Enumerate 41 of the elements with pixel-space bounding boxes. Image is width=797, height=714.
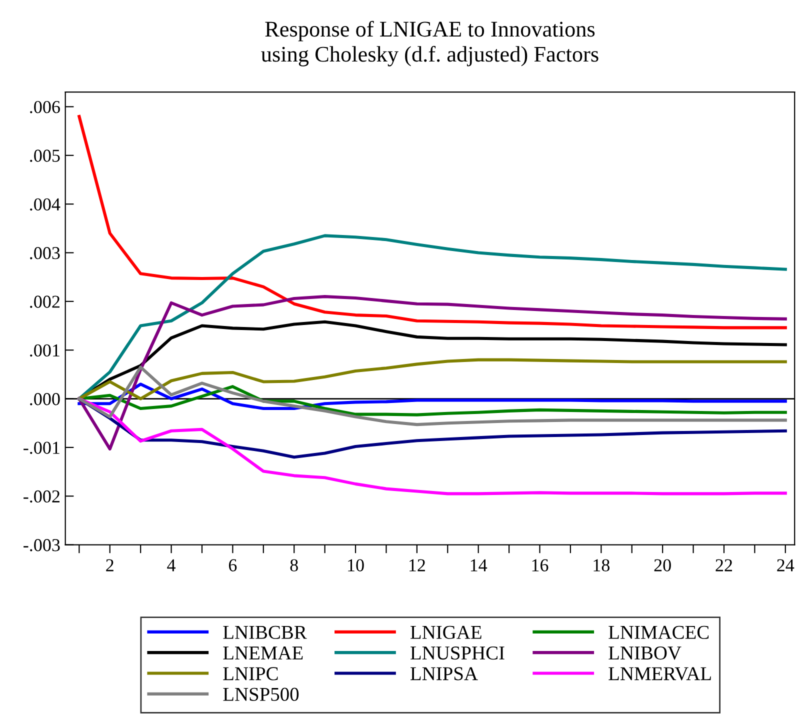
legend-label: LNIBOV: [608, 646, 682, 660]
x-tick-label: 4: [167, 559, 176, 572]
line-series: [78, 382, 787, 410]
y-tick-label: .005: [30, 150, 60, 162]
line-series: [78, 234, 787, 400]
x-tick-label: 18: [594, 559, 610, 572]
y-tick-label: -.002: [24, 490, 60, 503]
x-tick-label: 22: [716, 559, 732, 572]
line-series: [78, 385, 787, 416]
legend-label: LNSP500: [223, 688, 299, 701]
y-tick-label: .002: [30, 296, 60, 308]
line-series: [78, 358, 787, 400]
chart-title: Response of LNIGAE to Innovations using Cholesky (d.f. adjusted) Factors: [261, 20, 598, 66]
x-tick-label: 6: [228, 559, 237, 572]
legend-label: LNIBCBR: [223, 626, 307, 639]
legend-label: LNIPSA: [410, 667, 478, 680]
line-series: [78, 114, 787, 330]
x-tick-label: 12: [409, 559, 425, 572]
legend-label: LNUSPHCI: [410, 646, 504, 660]
legend-label: LNIGAE: [410, 626, 482, 639]
y-tick-label: .000: [30, 393, 60, 406]
legend-label: LNEMAE: [223, 646, 303, 660]
x-tick-label: 24: [777, 559, 794, 572]
x-tick-label: 2: [106, 559, 114, 572]
legend-label: LNMERVAL: [608, 667, 711, 680]
legend-label: LNIPC: [223, 667, 278, 680]
y-tick-label: .004: [30, 198, 60, 211]
line-series: [78, 366, 787, 426]
legend-label: LNIMACEC: [608, 626, 709, 639]
line-series: [78, 397, 787, 496]
x-tick-label: 20: [654, 559, 671, 572]
line-series: [78, 295, 787, 450]
y-tick-label: -.003: [24, 539, 60, 552]
x-tick-label: 8: [290, 559, 298, 572]
y-tick-label: .001: [30, 344, 60, 357]
y-tick-label: .006: [30, 100, 60, 114]
x-tick-label: 10: [348, 559, 364, 572]
y-tick-label: -.001: [24, 442, 60, 454]
x-tick-label: 14: [470, 559, 488, 572]
y-tick-label: .003: [30, 246, 60, 260]
x-tick-label: 16: [532, 559, 548, 572]
